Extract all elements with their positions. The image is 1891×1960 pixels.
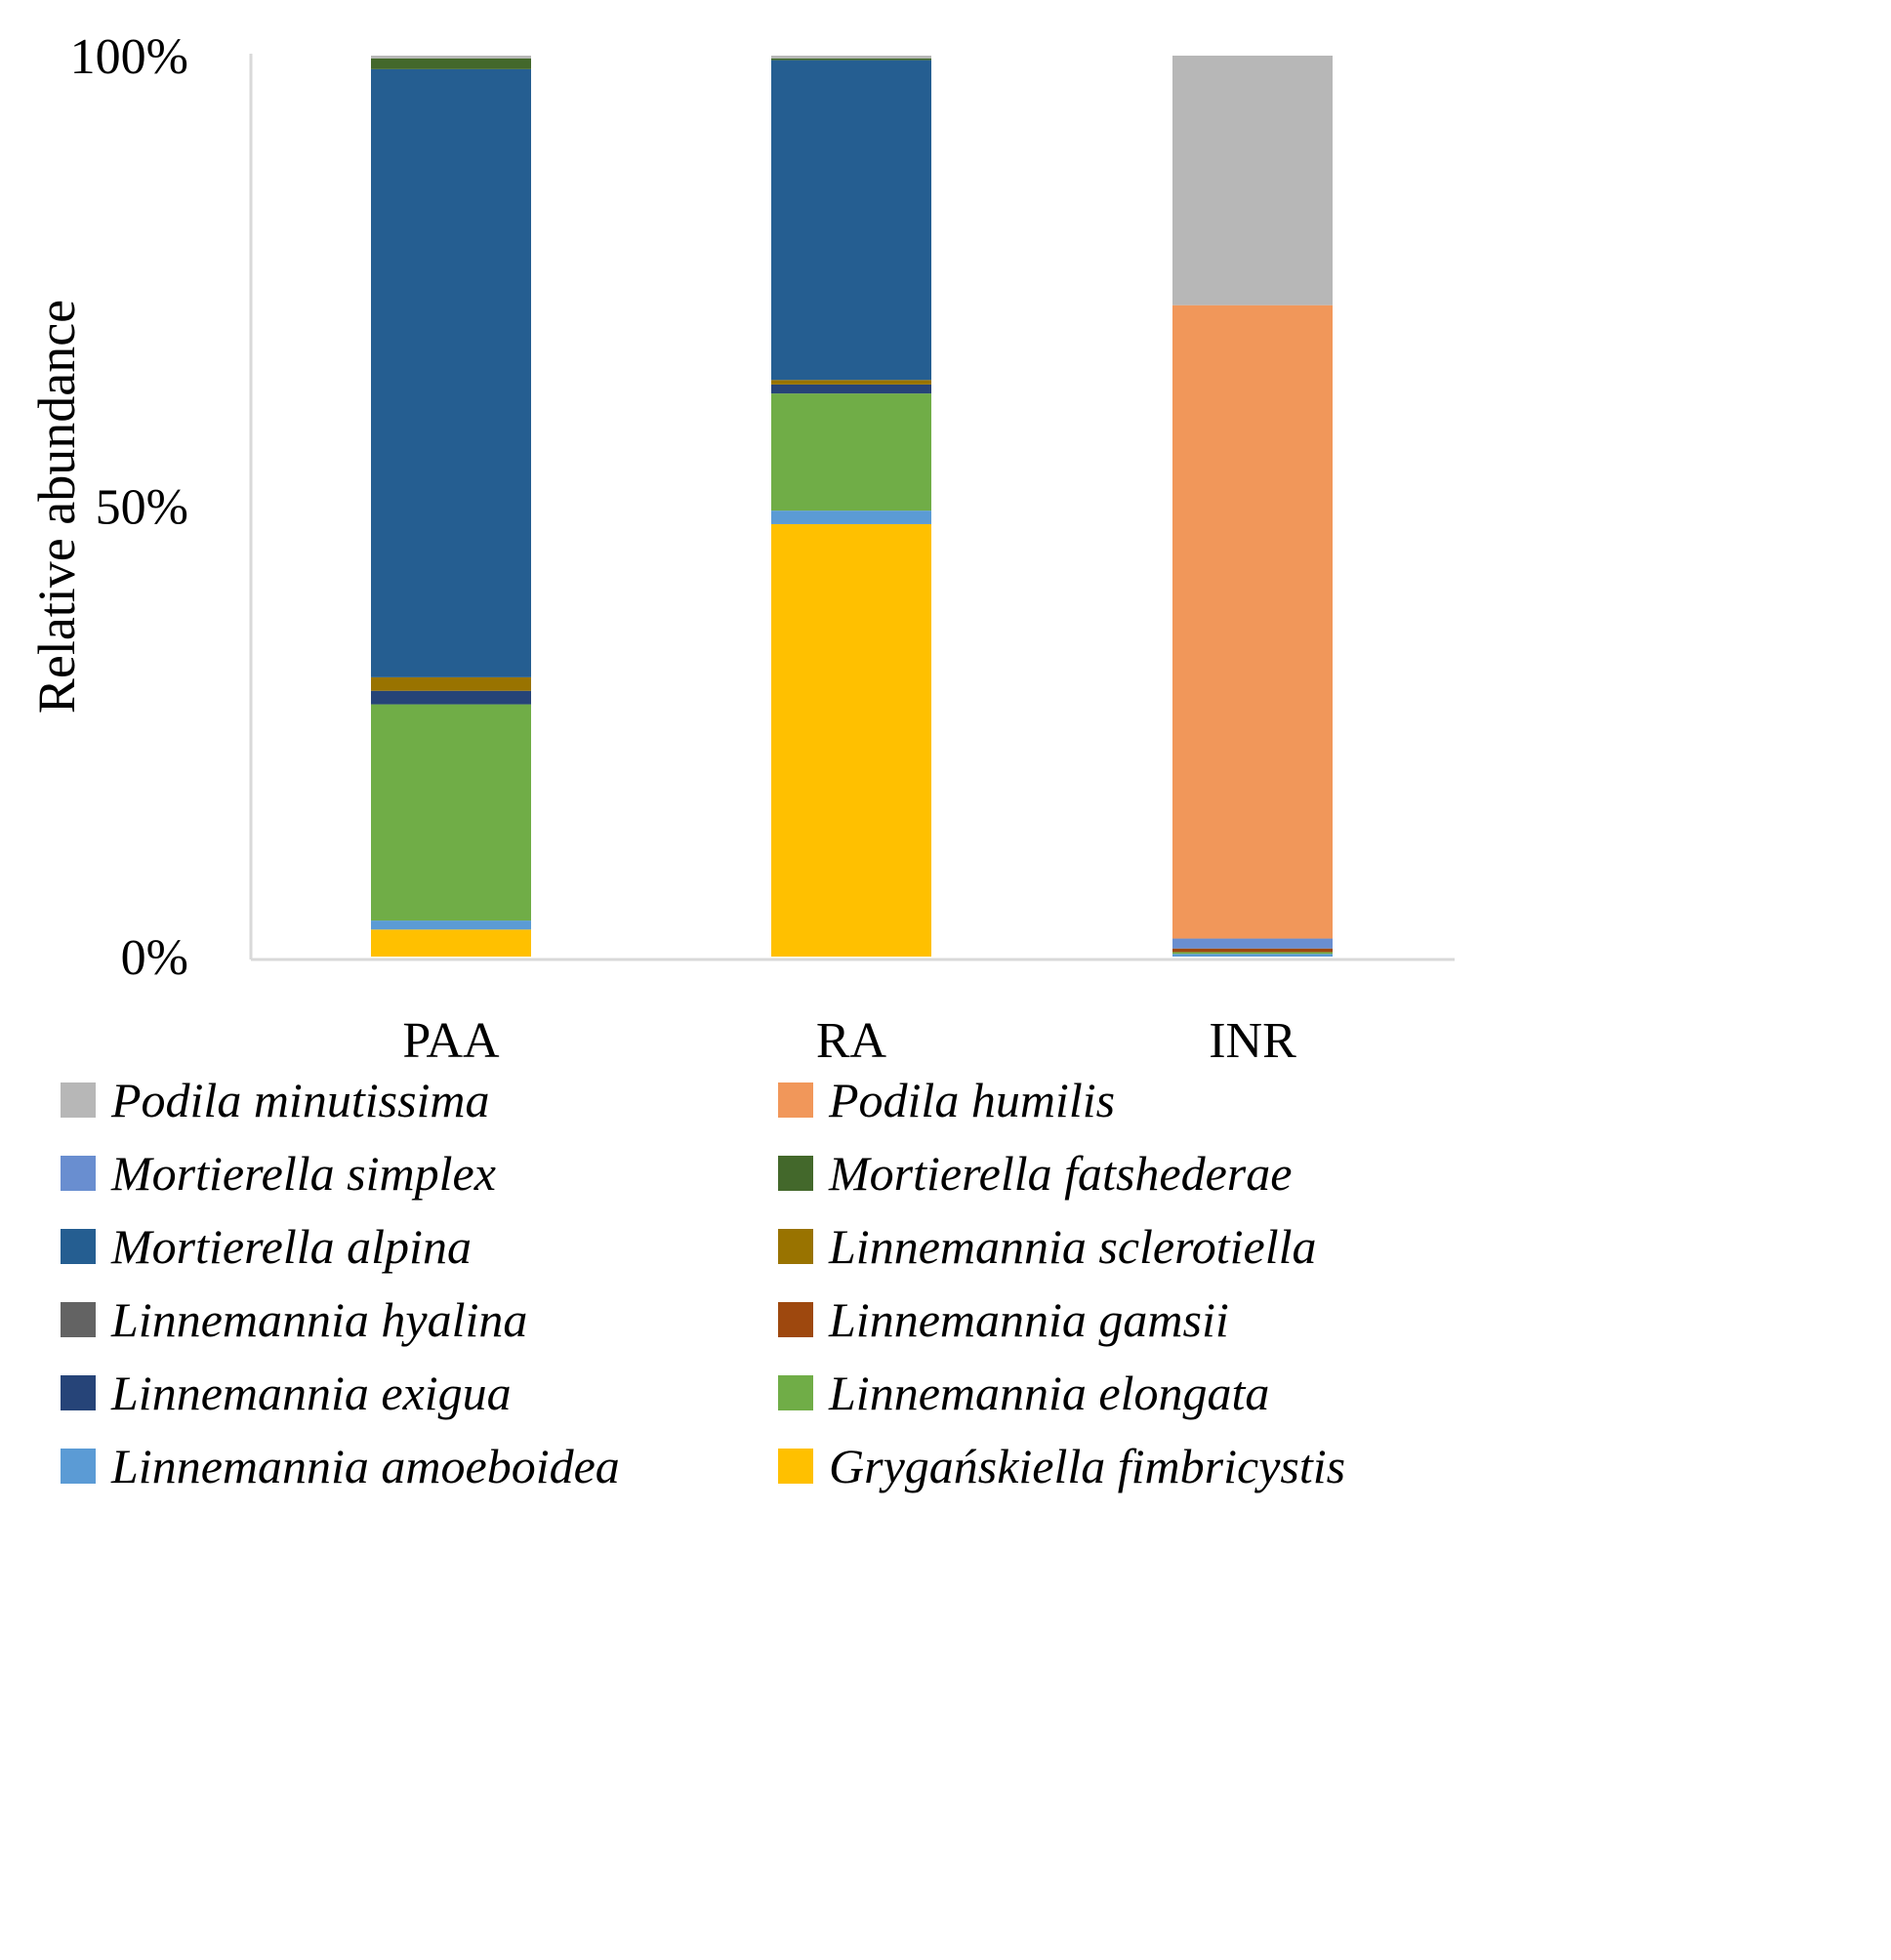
y-tick-label: 0% [121, 930, 188, 986]
legend-swatch [778, 1156, 813, 1191]
legend-swatch [778, 1302, 813, 1337]
legend-label: Linnemannia amoeboidea [110, 1439, 620, 1493]
bar-segment-inr-podila-minutissima [1172, 56, 1333, 306]
legend-label: Linnemannia gamsii [828, 1292, 1229, 1347]
bar-segment-paa-gryganskiella-fimbricystis [371, 929, 531, 957]
legend-item-gryganskiella-fimbricystis: Grygańskiella fimbricystis [778, 1439, 1345, 1493]
legend-swatch [778, 1082, 813, 1118]
legend-swatch [61, 1229, 96, 1264]
legend-label: Linnemannia sclerotiella [828, 1219, 1317, 1274]
legend-swatch [778, 1229, 813, 1264]
legend-swatch [61, 1082, 96, 1118]
bar-segment-paa-podila-minutissima [371, 56, 531, 59]
y-tick-label: 100% [70, 29, 188, 85]
legend-label: Podila minutissima [110, 1073, 490, 1127]
bar-segment-paa-linnemannia-amoeboidea [371, 920, 531, 930]
legend-label: Grygańskiella fimbricystis [829, 1439, 1345, 1493]
legend-swatch [61, 1302, 96, 1337]
legend-item-linnemannia-hyalina: Linnemannia hyalina [61, 1292, 527, 1347]
bar-segment-ra-gryganskiella-fimbricystis [771, 523, 931, 957]
legend-swatch [61, 1375, 96, 1410]
legend-swatch [61, 1156, 96, 1191]
legend-item-mortierella-simplex: Mortierella simplex [61, 1146, 496, 1201]
legend-item-linnemannia-amoeboidea: Linnemannia amoeboidea [61, 1439, 620, 1493]
legend-label: Linnemannia exigua [110, 1366, 512, 1420]
legend-label: Mortierella fatshederae [828, 1146, 1292, 1201]
bar-segment-inr-linnemannia-amoeboidea [1172, 954, 1333, 957]
bar-segment-ra-linnemannia-sclerotiella [771, 380, 931, 385]
x-category-label-inr: INR [1209, 1013, 1296, 1069]
legend-label: Linnemannia hyalina [110, 1292, 527, 1347]
bar-segment-ra-mortierella-fatshederae [771, 58, 931, 61]
legend-item-linnemannia-elongata: Linnemannia elongata [778, 1366, 1269, 1420]
y-tick-labels: 0% 50% 100% [70, 29, 188, 986]
bar-segment-ra-linnemannia-elongata [771, 393, 931, 511]
bar-segment-inr-linnemannia-elongata [1172, 952, 1333, 955]
bar-segment-ra-podila-minutissima [771, 56, 931, 59]
legend-item-podila-minutissima: Podila minutissima [61, 1073, 490, 1127]
bar-segment-paa-linnemannia-sclerotiella [371, 676, 531, 691]
bar-segment-ra-linnemannia-exigua [771, 384, 931, 394]
legend-item-linnemannia-exigua: Linnemannia exigua [61, 1366, 512, 1420]
legend-item-mortierella-fatshederae: Mortierella fatshederae [778, 1146, 1292, 1201]
bar-segment-ra-mortierella-alpina [771, 60, 931, 381]
legend-item-linnemannia-gamsii: Linnemannia gamsii [778, 1292, 1229, 1347]
legend-swatch [61, 1449, 96, 1484]
legend-label: Podila humilis [828, 1073, 1115, 1127]
bar-segment-ra-linnemannia-amoeboidea [771, 510, 931, 524]
legend: Podila minutissima Podila humilis Mortiere… [61, 1073, 1345, 1493]
bar-segment-paa-mortierella-fatshederae [371, 58, 531, 69]
legend-swatch [778, 1375, 813, 1410]
y-axis-title: Relative abundance [27, 300, 86, 714]
bar-segment-inr-podila-humilis [1172, 305, 1333, 939]
x-category-labels: PAA RA INR [402, 1013, 1296, 1069]
legend-label: Mortierella alpina [110, 1219, 472, 1274]
legend-item-mortierella-alpina: Mortierella alpina [61, 1219, 472, 1274]
bar-segment-paa-linnemannia-elongata [371, 704, 531, 921]
legend-item-linnemannia-sclerotiella: Linnemannia sclerotiella [778, 1219, 1317, 1274]
stacked-bar-chart: 0% 50% 100% PAA RA INR Relative abundance Po… [27, 29, 1455, 1493]
bar-segment-inr-linnemannia-gamsii [1172, 948, 1333, 953]
legend-swatch [778, 1449, 813, 1484]
bar-segment-inr-mortierella-simplex [1172, 938, 1333, 949]
bars-layer [371, 56, 1333, 957]
legend-label: Linnemannia elongata [828, 1366, 1269, 1420]
bar-segment-paa-linnemannia-exigua [371, 690, 531, 705]
x-category-label-ra: RA [816, 1013, 887, 1069]
x-category-label-paa: PAA [402, 1013, 500, 1069]
legend-label: Mortierella simplex [110, 1146, 496, 1201]
y-tick-label: 50% [96, 480, 188, 536]
bar-segment-paa-mortierella-alpina [371, 68, 531, 677]
legend-item-podila-humilis: Podila humilis [778, 1073, 1115, 1127]
